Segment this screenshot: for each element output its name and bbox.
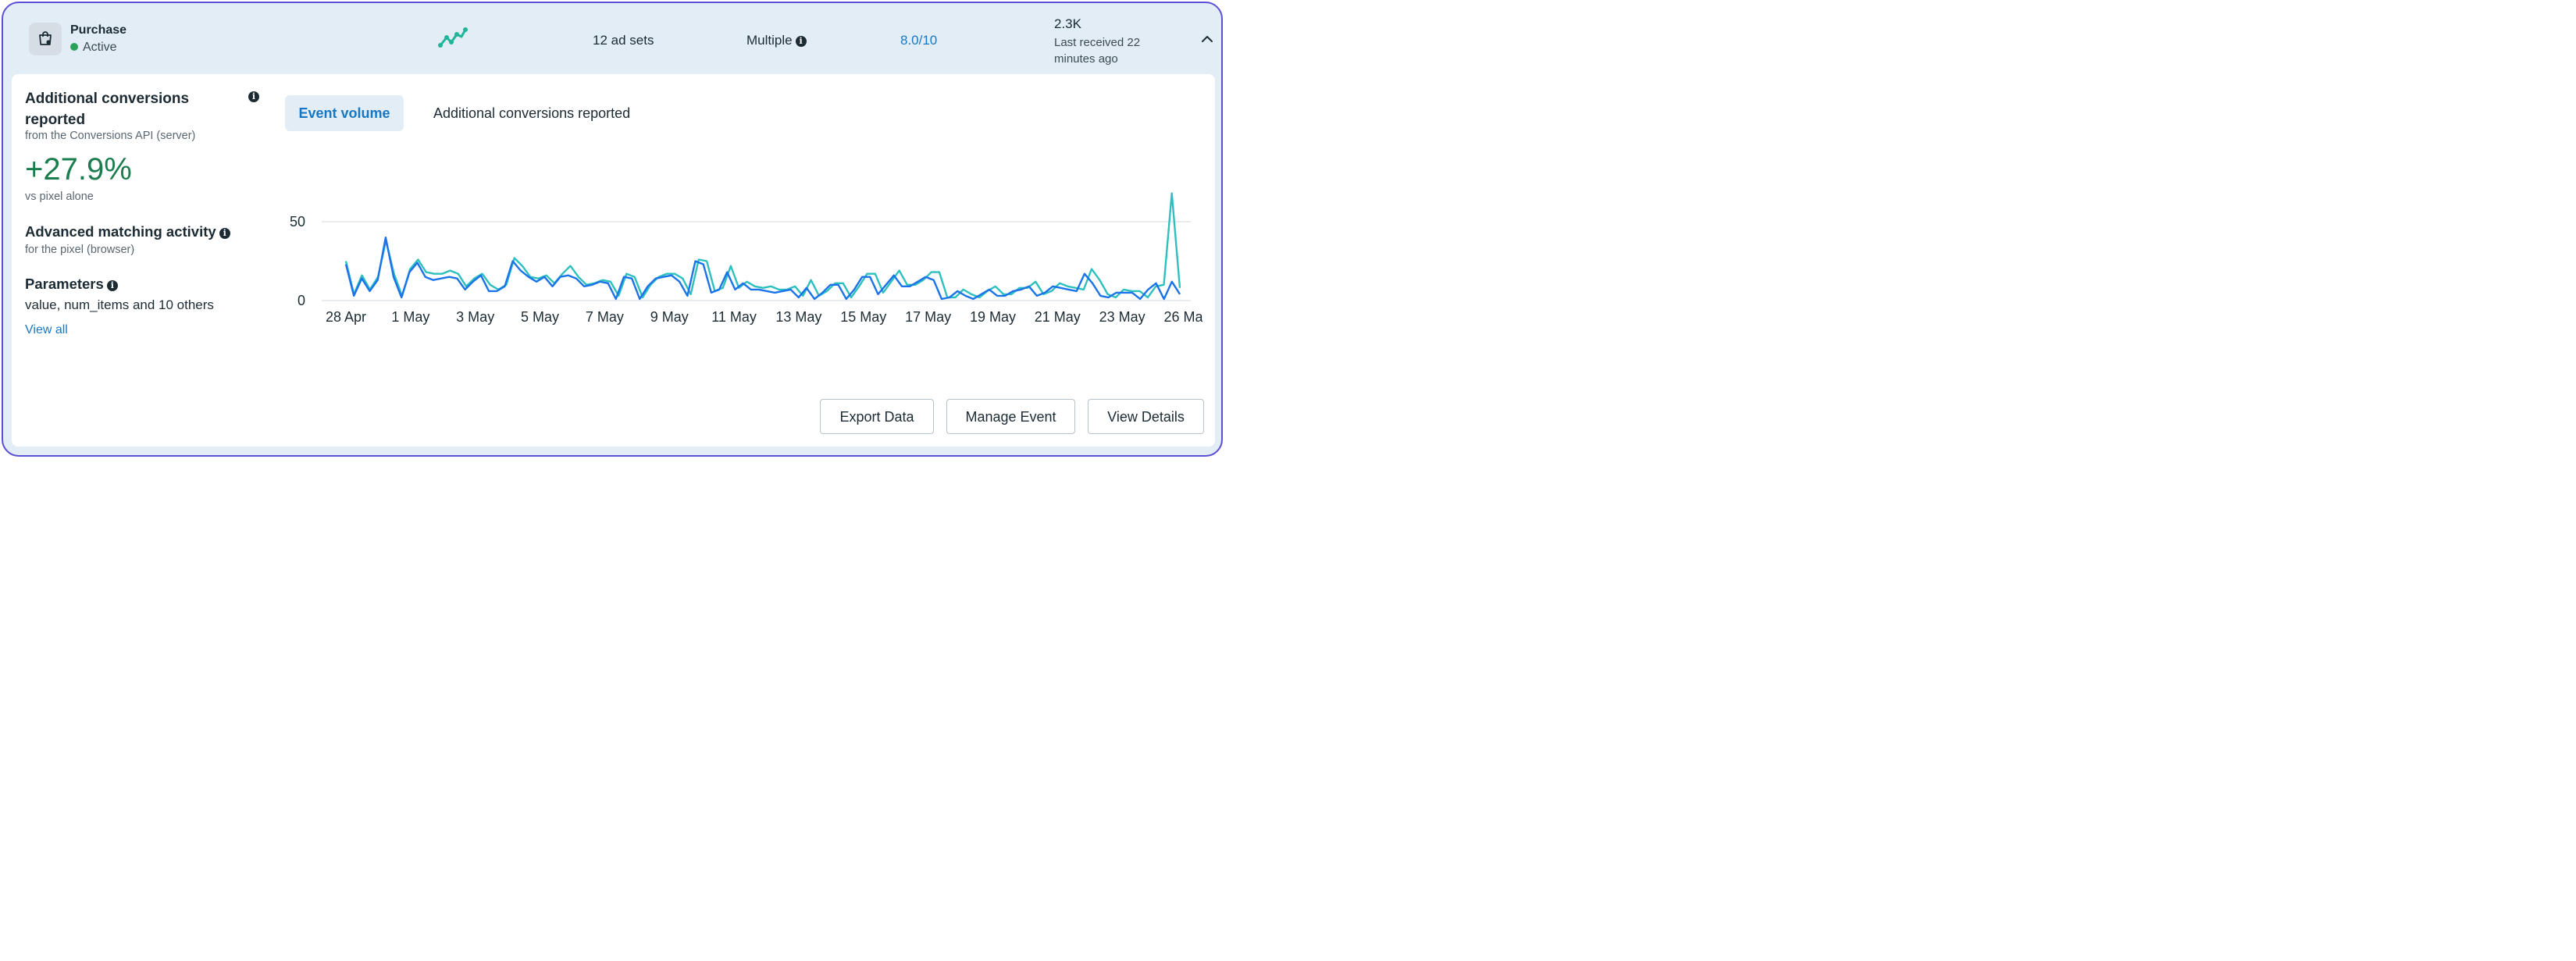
additional-conversions-subtitle: from the Conversions API (server) — [25, 130, 196, 142]
export-data-button[interactable]: Export Data — [820, 399, 934, 434]
trend-sparkline-icon — [438, 27, 468, 48]
x-tick-label: 15 May — [840, 309, 886, 325]
x-tick-label: 28 Apr — [326, 309, 366, 325]
integration-method: Multiple i — [746, 33, 807, 48]
integration-label: Multiple — [746, 33, 793, 48]
x-tick-label: 17 May — [905, 309, 951, 325]
additional-conversions-title: Additional conversions reported — [25, 91, 190, 128]
series-line-2 — [344, 236, 1181, 301]
chevron-up-icon[interactable] — [1201, 34, 1213, 44]
x-tick-label: 3 May — [456, 309, 494, 325]
y-tick-label: 50 — [290, 214, 305, 230]
event-card: Purchase Active 12 ad sets Multiple i 8.0… — [2, 2, 1223, 457]
shopping-bag-icon — [29, 23, 62, 55]
status-dot-icon — [70, 43, 78, 51]
series-line-1 — [344, 192, 1181, 299]
x-tick-label: 13 May — [775, 309, 821, 325]
parameters-value: value, num_items and 10 others — [25, 297, 214, 312]
event-count: 2.3K — [1054, 16, 1081, 31]
x-tick-label: 19 May — [970, 309, 1016, 325]
event-header[interactable]: Purchase Active 12 ad sets Multiple i 8.0… — [3, 3, 1221, 75]
x-tick-label: 23 May — [1099, 309, 1145, 325]
event-name: Purchase — [70, 23, 127, 37]
info-icon[interactable]: i — [795, 36, 807, 47]
x-tick-label: 7 May — [586, 309, 624, 325]
status-badge: Active — [70, 41, 117, 55]
y-tick-label: 0 — [298, 293, 305, 308]
info-icon[interactable]: i — [219, 228, 230, 239]
conversions-caption: vs pixel alone — [25, 190, 94, 203]
view-details-button[interactable]: View Details — [1088, 399, 1204, 434]
parameters-label: Parameters — [25, 276, 104, 292]
x-tick-label: 11 May — [711, 309, 757, 325]
event-details-panel: Additional conversions reported i from t… — [12, 74, 1215, 447]
manage-event-button[interactable]: Manage Event — [946, 399, 1075, 434]
ad-sets-count: 12 ad sets — [593, 33, 654, 48]
advanced-matching-subtitle: for the pixel (browser) — [25, 244, 135, 256]
info-icon[interactable]: i — [248, 91, 259, 102]
tab-additional-conversions[interactable]: Additional conversions reported — [433, 105, 631, 121]
match-quality-score[interactable]: 8.0/10 — [900, 33, 938, 48]
event-volume-chart: 0 50 28 Apr 1 May 3 May 5 May 7 May 9 May 11 May… — [290, 192, 1202, 325]
status-text: Active — [83, 41, 117, 54]
conversions-percent: +27.9% — [25, 152, 132, 187]
x-tick-label: 26 May — [1163, 309, 1202, 325]
x-tick-label: 5 May — [521, 309, 559, 325]
parameters-title: Parameters i — [25, 276, 118, 293]
x-tick-label: 9 May — [650, 309, 689, 325]
tab-event-volume[interactable]: Event volume — [285, 95, 404, 131]
advanced-matching-label: Advanced matching activity — [25, 223, 216, 240]
advanced-matching-title: Advanced matching activity i — [25, 223, 230, 240]
info-icon[interactable]: i — [106, 280, 118, 291]
view-all-link[interactable]: View all — [25, 323, 68, 336]
x-tick-label: 21 May — [1035, 309, 1081, 325]
last-received-text: Last received 22 minutes ago — [1054, 36, 1141, 66]
x-tick-label: 1 May — [391, 309, 429, 325]
